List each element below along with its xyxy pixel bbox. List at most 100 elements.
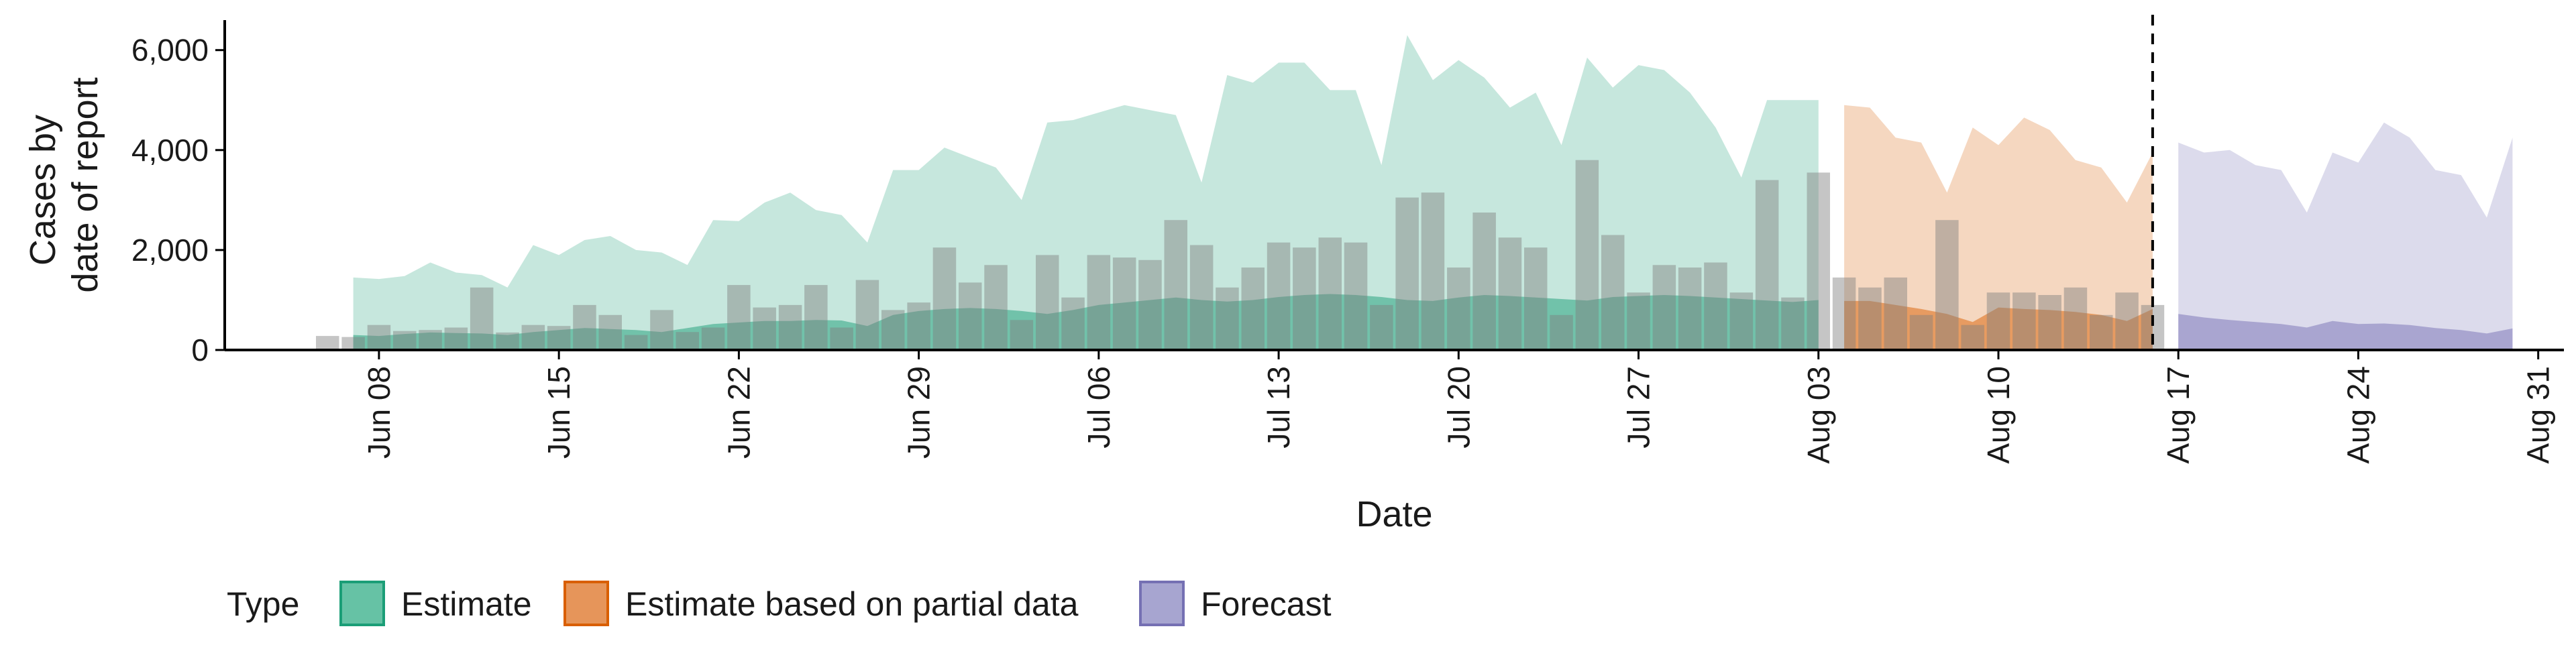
reported-cases-bar: [444, 327, 468, 350]
reported-cases-bar: [932, 247, 957, 350]
reported-cases-bar: [393, 331, 417, 350]
x-tick-label: Aug 10: [1981, 366, 2016, 464]
legend-key-1: [564, 581, 609, 626]
reported-cases-bar: [419, 330, 442, 350]
reported-cases-bar: [1832, 277, 1856, 350]
reported-cases-bar: [676, 332, 699, 350]
reported-cases-bar: [1087, 255, 1111, 350]
reported-cases-bar: [1421, 192, 1445, 350]
reported-cases-bar: [650, 310, 674, 350]
reported-cases-bar: [2012, 292, 2036, 350]
reported-cases-bar: [1318, 237, 1342, 350]
reported-cases-bar: [316, 336, 339, 350]
reported-cases-bars: [316, 160, 2165, 350]
reported-cases-bar: [881, 310, 905, 350]
reported-cases-bar: [701, 327, 725, 350]
legend: Type Estimate Estimate based on partial d…: [227, 581, 1332, 626]
reported-cases-bar: [1986, 292, 2010, 350]
reported-cases-bar: [1472, 213, 1496, 350]
reported-cases-bar: [1241, 268, 1265, 350]
reported-cases-bar: [1550, 314, 1573, 350]
reported-cases-bar: [1729, 292, 1754, 350]
series-2-inner-band: [2178, 314, 2513, 350]
legend-label-2: Forecast: [1201, 585, 1332, 623]
reported-cases-bar: [830, 327, 853, 350]
legend-key-2: [1139, 581, 1185, 626]
x-tick-label: Jul 20: [1441, 366, 1476, 449]
reported-cases-bar: [1807, 172, 1830, 350]
reported-cases-bar: [1395, 197, 1419, 350]
reported-cases-bar: [1678, 268, 1702, 350]
reported-cases-bar: [1447, 268, 1470, 350]
series-0-inner-band: [353, 294, 1819, 350]
reported-cases-bar: [1858, 287, 1882, 350]
x-tick-label: Jul 13: [1261, 366, 1296, 449]
x-tick-label: Aug 31: [2521, 366, 2556, 464]
reported-cases-bar: [1138, 259, 1162, 350]
x-tick-label: Jul 27: [1621, 366, 1656, 449]
x-axis-title: Date: [1356, 494, 1432, 534]
reported-cases-bar: [1498, 237, 1522, 350]
y-tick-label: 0: [191, 333, 209, 367]
legend-title: Type: [227, 585, 299, 623]
reported-cases-bar: [1524, 247, 1548, 350]
y-axis-title-line-2: date of report: [65, 77, 105, 292]
reported-cases-bar: [1370, 304, 1393, 350]
reported-cases-bar: [1755, 180, 1779, 350]
y-tick-label: 6,000: [131, 33, 209, 68]
reported-cases-bar: [496, 332, 519, 350]
series-2-outer-band: [2178, 122, 2513, 351]
reported-cases-bar: [753, 307, 776, 350]
x-tick-label: Jul 06: [1081, 366, 1116, 449]
reported-cases-bar: [1189, 245, 1214, 350]
x-ticks: Jun 08 Jun 15 Jun 22 Jun 29 Jul 06 Jul 13 Jul …: [362, 350, 2556, 464]
reported-cases-bar: [2115, 292, 2139, 350]
reported-cases-bar: [573, 304, 596, 350]
reported-cases-bar: [1010, 320, 1034, 350]
axes: [223, 20, 2564, 351]
reported-cases-bar: [907, 302, 930, 350]
legend-label-0: Estimate: [401, 585, 532, 623]
reported-cases-bar: [367, 325, 391, 350]
y-axis-title: Cases by date of report: [23, 77, 105, 292]
reported-cases-bar: [598, 314, 622, 350]
reported-cases-bar: [1627, 292, 1650, 350]
reported-cases-bar: [984, 265, 1008, 350]
reported-cases-bar: [1293, 247, 1316, 350]
reported-cases-bar: [470, 287, 494, 350]
series-0-outer-band: [353, 35, 1819, 351]
reported-cases-bar: [855, 280, 879, 350]
reported-cases-bar: [1781, 297, 1805, 350]
x-tick-label: Aug 17: [2161, 366, 2196, 464]
reported-cases-bar: [1036, 255, 1059, 350]
reported-cases-bar: [1344, 242, 1368, 350]
reported-cases-bar: [1935, 220, 1959, 350]
reported-cases-bar: [1961, 325, 1984, 350]
y-axis-title-line-1: Cases by: [23, 115, 63, 266]
reported-cases-bar: [727, 285, 751, 350]
reported-cases-bar: [2090, 314, 2113, 350]
legend-label-1: Estimate based on partial data: [625, 585, 1079, 623]
reported-cases-bar: [778, 304, 802, 350]
reported-cases-bar: [1884, 277, 1907, 350]
x-tick-label: Jun 22: [721, 366, 756, 459]
reported-cases-bar: [1652, 265, 1676, 350]
y-tick-label: 2,000: [131, 233, 209, 268]
reported-cases-bar: [341, 337, 365, 350]
reported-cases-bar: [1112, 257, 1136, 350]
series-1-outer-band: [1844, 105, 2153, 350]
reported-cases-bar: [2063, 287, 2088, 350]
reported-cases-bar: [1216, 287, 1239, 350]
x-tick-label: Jun 15: [541, 366, 576, 459]
reported-cases-bar: [1704, 262, 1727, 350]
reported-cases-bar: [1267, 242, 1291, 350]
ribbons-layer: [353, 35, 2513, 351]
x-tick-label: Jun 29: [902, 366, 936, 459]
x-tick-label: Aug 03: [1801, 366, 1836, 464]
reported-cases-bar: [1061, 297, 1085, 350]
reported-cases-bar: [521, 325, 545, 350]
legend-key-0: [339, 581, 385, 626]
reported-cases-bar: [1164, 220, 1187, 350]
